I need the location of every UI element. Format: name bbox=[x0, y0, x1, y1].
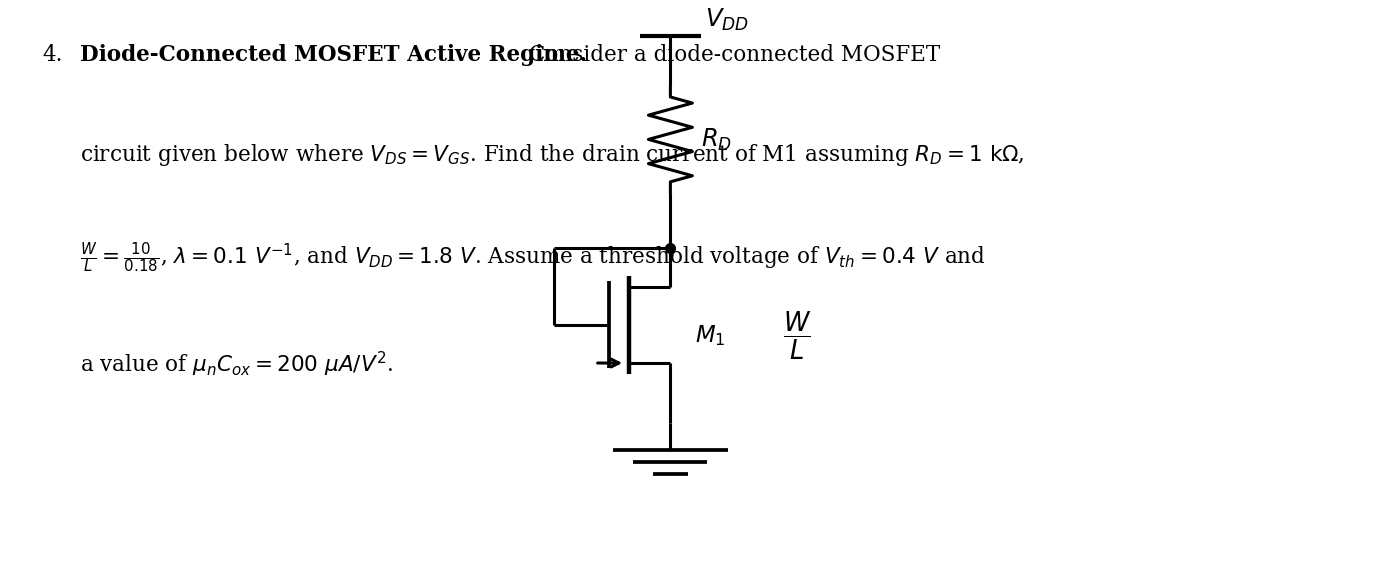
Text: $V_{DD}$: $V_{DD}$ bbox=[705, 7, 749, 33]
Text: Diode-Connected MOSFET Active Regime.: Diode-Connected MOSFET Active Regime. bbox=[80, 44, 587, 66]
Text: Consider a diode-connected MOSFET: Consider a diode-connected MOSFET bbox=[522, 44, 940, 66]
Text: $\dfrac{W}{L}$: $\dfrac{W}{L}$ bbox=[784, 310, 811, 362]
Text: $M_1$: $M_1$ bbox=[695, 323, 726, 348]
Text: 4.: 4. bbox=[43, 44, 64, 66]
Text: $R_D$: $R_D$ bbox=[701, 126, 731, 152]
Text: circuit given below where $V_{DS} = V_{GS}$. Find the drain current of M1 assumi: circuit given below where $V_{DS} = V_{G… bbox=[80, 142, 1024, 168]
Text: a value of $\mu_n C_{ox} = 200\ \mu A/V^2$.: a value of $\mu_n C_{ox} = 200\ \mu A/V^… bbox=[80, 349, 392, 378]
Text: $\frac{W}{L} = \frac{10}{0.18}$, $\lambda = 0.1\ V^{-1}$, and $V_{DD} = 1.8\ V$.: $\frac{W}{L} = \frac{10}{0.18}$, $\lambd… bbox=[80, 240, 985, 275]
